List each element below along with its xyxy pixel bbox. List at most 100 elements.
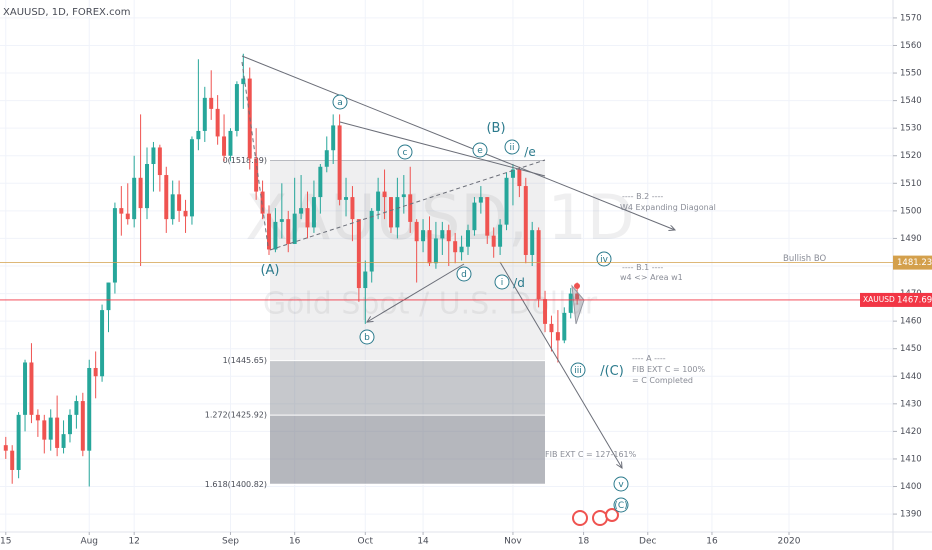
candle-body — [209, 97, 214, 109]
wave-label: iii — [574, 366, 582, 376]
candle-body — [311, 197, 316, 228]
y-tick-label: 1560 — [900, 41, 922, 51]
y-tick-label: 1430 — [900, 399, 922, 409]
wave-label: a — [337, 98, 343, 108]
watermark: XAUUSD, 1D Gold Spot / U.S. Dollar — [245, 181, 634, 321]
annotation: w4 <> Area w1 — [620, 273, 683, 282]
candle-body — [67, 414, 72, 435]
wave-label: v — [618, 480, 624, 490]
candle-body — [318, 166, 323, 198]
candle-body — [421, 230, 426, 242]
annotation: ---- B.1 ---- — [622, 263, 663, 272]
x-tick-label: 16 — [706, 537, 718, 547]
candle-body — [433, 238, 438, 264]
wave-circle — [397, 144, 413, 160]
candle-body — [23, 362, 28, 415]
y-tick-label: 1570 — [900, 13, 922, 23]
candle-body — [543, 299, 548, 324]
candle-body — [498, 224, 503, 247]
fib-label: 1(1445.65) — [223, 356, 267, 365]
candle-body — [388, 197, 393, 228]
candle-body — [344, 197, 349, 200]
candle-body — [260, 191, 265, 214]
candle-body — [299, 208, 304, 214]
price-label: 1481.23 — [897, 258, 932, 268]
annotation: ---- A ---- — [632, 354, 666, 363]
wave-label: i — [501, 278, 504, 288]
annotations: (A) a b c d e(B) ii/e i/d iii /(C) iv v (C) ---- B.2 … — [260, 94, 827, 513]
candle-body — [414, 221, 419, 242]
candle-body — [331, 125, 336, 151]
candle-body — [215, 108, 220, 137]
candle-body — [132, 177, 137, 220]
fib-label: 1.272(1425.92) — [205, 411, 267, 420]
candle-body — [459, 246, 464, 253]
projection — [571, 284, 585, 325]
candle-body — [562, 312, 567, 341]
candle-body — [324, 150, 329, 167]
price-label-box — [893, 292, 932, 307]
candle-body — [568, 293, 573, 313]
candle-body — [55, 417, 60, 448]
wave-label: b — [364, 333, 370, 343]
annotation: (B) — [486, 121, 505, 136]
x-tick-label: 14 — [417, 537, 429, 547]
y-tick-label: 1460 — [900, 317, 922, 327]
y-tick-label: 1500 — [900, 206, 922, 216]
wave-label: d — [461, 270, 467, 280]
annotation: ---- B.2 ---- — [622, 192, 663, 201]
candle-body — [453, 241, 458, 253]
candle-body — [337, 125, 342, 200]
candle-body — [241, 78, 246, 85]
marker — [574, 283, 580, 289]
candle-body — [106, 282, 111, 311]
wave-circle — [570, 362, 586, 378]
candle-body — [222, 136, 227, 156]
price-label-box — [893, 255, 932, 270]
x-tick-label: 2020 — [778, 537, 801, 547]
y-tick-label: 1520 — [900, 151, 922, 161]
candle-body — [382, 191, 387, 198]
candle-body — [145, 164, 150, 209]
candle-body — [408, 194, 413, 222]
candle-body — [401, 194, 406, 198]
candle-body — [485, 197, 490, 236]
candle-body — [138, 177, 143, 209]
trend-line — [269, 159, 546, 251]
x-tick-label: Oct — [358, 537, 374, 547]
candle-body — [575, 293, 580, 300]
candle-body — [16, 414, 21, 470]
wave-circle — [472, 142, 488, 158]
candle-body — [61, 434, 66, 448]
candle-body — [196, 130, 201, 140]
annotation: (A) — [260, 263, 279, 278]
fib-zone — [270, 415, 545, 485]
candle-body — [100, 310, 105, 377]
wave-circle — [456, 266, 472, 282]
trend-line — [339, 121, 546, 177]
x-tick-label: Aug — [80, 537, 98, 547]
x-tick-label: Dec — [639, 537, 656, 547]
wave-line — [499, 261, 622, 468]
candle-body — [3, 445, 8, 451]
candle-body — [80, 401, 85, 451]
candle-body — [395, 197, 400, 228]
candle-body — [555, 332, 560, 341]
candle-body — [267, 213, 271, 250]
candle-body — [376, 191, 381, 211]
wave-label: e — [477, 146, 483, 156]
wave-label: iv — [600, 255, 609, 265]
x-tick-label: 18 — [578, 537, 590, 547]
annotation: FIB EXT C = 127-161% — [545, 450, 637, 459]
annotation: = C Completed — [632, 376, 693, 385]
candle-body — [369, 210, 374, 272]
x-tick-label: Nov — [504, 537, 522, 547]
candle-body — [472, 202, 477, 231]
annotation: FIB EXT C = 100% — [632, 365, 705, 374]
drawings — [241, 55, 675, 526]
candle-body — [305, 208, 310, 228]
event-marker — [592, 510, 608, 526]
price-label: 1467.69 — [897, 295, 932, 305]
x-tick-label: Sep — [222, 537, 239, 547]
candle-body — [536, 230, 541, 300]
